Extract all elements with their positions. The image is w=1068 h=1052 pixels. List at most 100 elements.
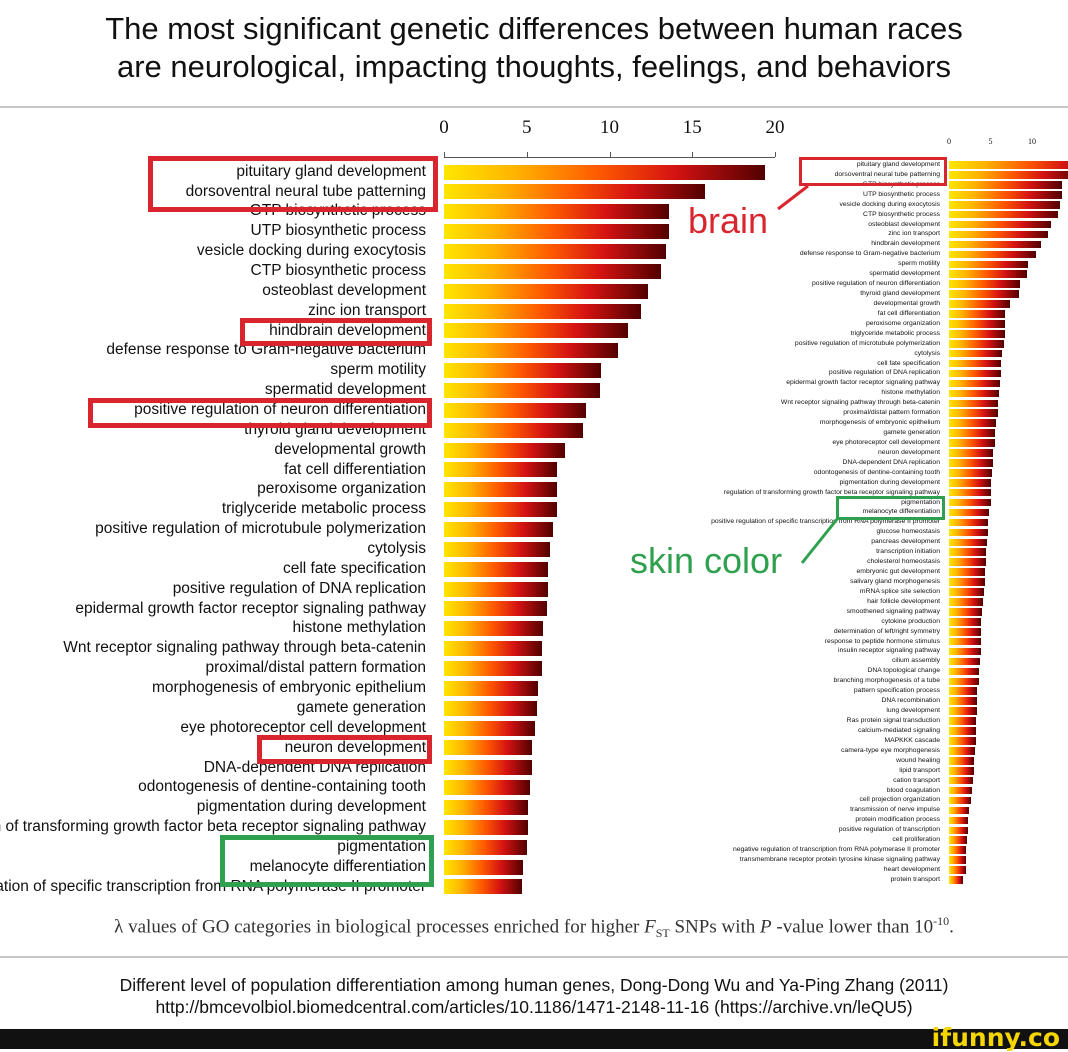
bar (949, 240, 1042, 249)
bar (949, 508, 989, 517)
category-label: branching morphogenesis of a tube (833, 677, 940, 685)
category-label: positive regulation of microtubule polym… (95, 520, 426, 538)
category-label: protein modification process (855, 816, 940, 824)
bar (444, 720, 536, 736)
bar (949, 697, 978, 705)
category-label: positive regulation of DNA replication (172, 579, 426, 597)
category-label: triglyceride metabolic process (850, 329, 940, 337)
category-label: cell proliferation (892, 836, 940, 844)
bar (949, 518, 988, 527)
category-label: regulation of transforming growth factor… (723, 488, 940, 496)
category-label: histone methylation (881, 389, 940, 397)
right-green-box (836, 496, 945, 520)
bar (949, 627, 981, 636)
skin-color-pointer-line (800, 517, 840, 564)
category-label: positive regulation of specific transcri… (711, 518, 940, 526)
right-red-box (799, 157, 947, 186)
category-label: eye photoreceptor cell development (832, 438, 940, 446)
category-label: Wnt receptor signaling pathway through b… (63, 639, 426, 657)
category-label: heart development (883, 865, 940, 873)
bar (949, 270, 1028, 279)
bar (444, 680, 539, 696)
category-label: neuron development (878, 448, 940, 456)
category-label: negative regulation of transcription fro… (732, 846, 940, 854)
bar (949, 538, 988, 547)
skin-color-annotation: skin color (630, 540, 783, 581)
category-label: sperm motility (330, 361, 426, 379)
category-label: transcription initiation (876, 548, 940, 556)
x-tick-label: 5 (988, 137, 993, 146)
ifunny-logo: ifunny.co (931, 1023, 1060, 1052)
category-label: dorsoventral neural tube patterning (834, 170, 940, 178)
category-label: DNA recombination (881, 697, 940, 705)
category-label: zinc ion transport (888, 230, 940, 238)
category-label: regulation of transforming growth factor… (0, 818, 426, 836)
bar (949, 161, 1068, 169)
bar (949, 836, 968, 845)
category-label: pattern specification process (853, 687, 940, 695)
caption-f: F (644, 916, 656, 938)
category-label: salivary gland morphogenesis (850, 577, 940, 585)
bar (949, 449, 993, 457)
category-label: positive regulation of specific transcri… (0, 877, 426, 895)
category-label: zinc ion transport (307, 301, 426, 319)
category-label: pigmentation (901, 498, 940, 506)
bar (444, 740, 532, 756)
bar (444, 224, 670, 240)
bar (949, 647, 981, 656)
category-label: peroxisome organization (257, 480, 426, 498)
category-label: protein transport (890, 875, 941, 883)
bar (949, 250, 1037, 259)
category-label: embryonic gut development (856, 568, 941, 576)
bar (949, 786, 973, 795)
bar (444, 462, 557, 478)
category-label: sperm motility (898, 260, 940, 268)
category-label: cell fate specification (877, 359, 940, 367)
category-label: spermatid development (869, 270, 940, 278)
bar (949, 866, 966, 874)
bar (949, 310, 1006, 318)
bar (444, 819, 529, 835)
category-label: odontogenesis of dentine-containing toot… (138, 778, 426, 796)
category-label: pituitary gland development (236, 162, 426, 180)
bar (949, 320, 1006, 328)
category-label: cytolysis (914, 349, 940, 357)
citation-line-2[interactable]: http://bmcevolbiol.biomedcentral.com/art… (155, 997, 913, 1017)
bar (949, 399, 998, 408)
category-label: pigmentation during development (196, 798, 426, 816)
x-tick-label: 0 (439, 117, 449, 138)
x-tick-label: 5 (522, 117, 532, 138)
brain-annotation: brain (688, 200, 769, 241)
figure-caption: λ values of GO categories in biological … (0, 914, 1068, 941)
citation-line-1: Different level of population differenti… (119, 975, 949, 995)
bar (949, 846, 967, 854)
category-label: peroxisome organization (865, 319, 940, 327)
divider-bottom (0, 956, 1068, 958)
bar (949, 548, 987, 557)
caption-p: P (760, 916, 772, 938)
category-label: cytolysis (367, 540, 426, 558)
bar (949, 757, 974, 765)
bar (949, 608, 983, 616)
left-red-box-pituitary (148, 156, 438, 212)
x-tick-label: 15 (682, 117, 702, 138)
category-label: morphogenesis of embryonic epithelium (152, 679, 426, 697)
bar (444, 859, 524, 875)
right-bar-chart: 0 5 10 pituitary gland development dorsovent… (0, 110, 1068, 900)
category-label: hindbrain development (269, 321, 426, 339)
category-label: neuron development (284, 738, 426, 756)
category-label: Ras protein signal transduction (846, 717, 940, 724)
left-red-box-hindbrain (240, 318, 432, 346)
bar (949, 677, 979, 686)
bar (949, 369, 1002, 378)
bar (444, 303, 641, 319)
bar (949, 330, 1006, 338)
left-red-box-neuron-differentiation (88, 398, 432, 428)
bar (444, 839, 527, 855)
bar (949, 776, 974, 785)
category-label: transmission of nerve impulse (850, 806, 940, 814)
bar (949, 826, 969, 835)
category-label: cell fate specification (282, 559, 426, 577)
bar (949, 181, 1062, 189)
brain-pointer-line (777, 184, 809, 211)
